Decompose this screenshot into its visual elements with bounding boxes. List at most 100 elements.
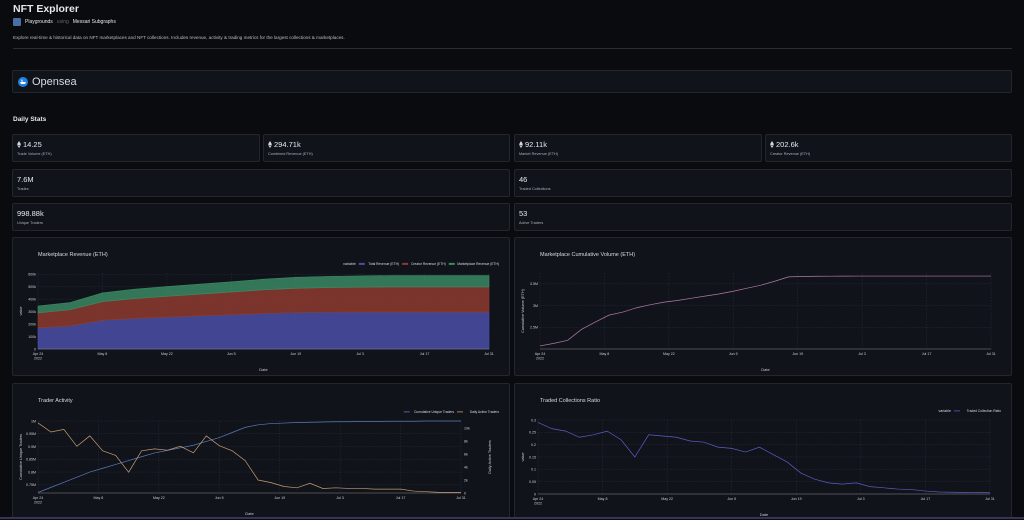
stat-value: 14.25: [23, 140, 42, 149]
legend-title: variable: [938, 409, 951, 413]
source-link[interactable]: Messari Subgraphs: [72, 19, 116, 25]
x-tick-line: May 22: [663, 352, 675, 356]
chart-svg: Traded Collections Ratio 0 0.05 0.1 0.15 0.2 0…: [521, 398, 1001, 517]
page-description: Explore real-time & historical data on N…: [13, 35, 345, 40]
x-tick-label: Jul 31: [484, 352, 494, 356]
y-axis-title: Cumulative Unique Traders: [19, 434, 23, 480]
legend-label: Traded Collection Ratio: [967, 409, 1001, 413]
area-series: [37, 275, 490, 314]
x-tick-label: Jun 5: [227, 352, 236, 356]
legend-title: variable: [343, 262, 356, 266]
x-tick-label: Jun 5: [727, 497, 736, 501]
y-right-axis-title: Daily Active Traders: [488, 440, 492, 474]
x-axis-title: Date: [259, 367, 268, 372]
y-right-tick-label: 2k: [464, 478, 468, 482]
x-tick-label: Apr 24 2022: [33, 496, 44, 505]
x-tick-line: 2022: [34, 357, 42, 361]
y-right-tick-label: 4k: [464, 465, 468, 469]
x-tick-line: Jun 19: [274, 496, 285, 500]
x-tick-label: Jul 3: [857, 497, 865, 501]
y-tick-label: 1M: [31, 419, 36, 423]
chart-svg: Trader Activity 0.75M 0.8M 0.85M 0.9M 0.95M 1M…: [19, 398, 499, 516]
x-tick-line: Apr 24: [535, 352, 546, 356]
x-tick-label: Jul 31: [456, 496, 466, 500]
eth-icon: [17, 141, 21, 148]
chart-title: Traded Collections Ratio: [540, 398, 600, 404]
stat-label: Market Revenue (ETH): [519, 152, 559, 156]
section-heading: Daily Stats: [13, 116, 47, 123]
y-tick-label: 100k: [28, 335, 36, 339]
cumulative-volume-chart: Marketplace Cumulative Volume (ETH) 2.5M 3…: [514, 237, 1012, 376]
x-tick-label: May 8: [598, 497, 608, 501]
stat-label: Trade Volume (ETH): [17, 152, 52, 156]
x-tick-label: Jul 17: [921, 497, 931, 501]
eth-icon: [519, 141, 523, 148]
x-tick-label: Jul 17: [396, 496, 406, 500]
x-tick-label: May 22: [153, 496, 165, 500]
eth-icon: [770, 141, 774, 148]
stat-label: Trades: [17, 187, 29, 191]
x-tick-line: May 22: [661, 497, 673, 501]
x-axis-title: Date: [761, 367, 770, 372]
y-tick-label: 0.9M: [28, 445, 36, 449]
y-axis-title: value: [19, 306, 23, 315]
x-tick-line: 2022: [534, 502, 542, 506]
marketplace-name: Opensea: [32, 75, 77, 88]
x-tick-label: Jul 3: [858, 352, 866, 356]
stat-value: 7.6M: [17, 175, 34, 184]
x-tick-line: Jul 31: [985, 497, 995, 501]
x-tick-label: Apr 24 2022: [535, 352, 546, 361]
x-tick-label: Jul 31: [986, 352, 996, 356]
x-tick-label: Apr 24 2022: [533, 497, 544, 506]
chart-title: Marketplace Cumulative Volume (ETH): [540, 252, 635, 258]
y-tick-label: 0.85M: [26, 458, 36, 462]
y-tick-label: 0: [34, 347, 36, 351]
x-tick-label: Jul 17: [420, 352, 430, 356]
x-tick-line: Jun 19: [791, 497, 802, 501]
y-right-tick-label: 8k: [464, 439, 468, 443]
y-tick-label: 600k: [28, 273, 36, 277]
y-tick-label: 200k: [28, 322, 36, 326]
byline: Playgrounds using Messari Subgraphs: [13, 18, 116, 26]
x-tick-line: Jun 19: [290, 352, 301, 356]
stat-value-row: 46: [519, 175, 1007, 184]
line-series: [537, 422, 991, 494]
x-tick-line: 2022: [34, 501, 42, 505]
brand-link[interactable]: Playgrounds: [25, 19, 53, 25]
y-tick-label: 3M: [533, 304, 538, 308]
y-tick-label: 0.95M: [26, 432, 36, 436]
x-tick-line: May 8: [600, 352, 610, 356]
line-series: [37, 420, 461, 493]
x-tick-label: Jul 17: [922, 352, 932, 356]
x-tick-line: Apr 24: [33, 352, 44, 356]
using-text: using: [56, 19, 69, 25]
stat-card: 294.71k Combined Revenue (ETH): [263, 134, 510, 162]
stat-value: 998.88k: [17, 209, 44, 218]
x-tick-line: Jun 5: [729, 352, 738, 356]
x-axis-title: Date: [245, 511, 254, 516]
y-tick-label: 0.05: [529, 480, 536, 484]
y-tick-label: 0.25: [529, 431, 536, 435]
line-series: [37, 422, 461, 493]
chart-title: Trader Activity: [38, 398, 73, 404]
traded-collections-ratio-chart: Traded Collections Ratio 0 0.05 0.1 0.15 0.2 0…: [514, 383, 1012, 519]
stat-value: 53: [519, 209, 528, 218]
legend-label: Marketplace Revenue (ETH): [457, 262, 499, 266]
x-tick-line: Jun 19: [792, 352, 803, 356]
stat-value-row: 294.71k: [268, 140, 505, 149]
marketplace-revenue-chart: Marketplace Revenue (ETH) 0 100k 200k 300k 40…: [12, 237, 510, 376]
x-tick-line: Jul 31: [456, 496, 466, 500]
x-tick-line: Jul 31: [484, 352, 494, 356]
x-tick-label: Jun 19: [792, 352, 803, 356]
x-tick-line: Apr 24: [533, 497, 544, 501]
x-tick-label: Jul 3: [356, 352, 364, 356]
chart-svg: Marketplace Revenue (ETH) 0 100k 200k 300k 40…: [19, 252, 499, 372]
x-tick-label: Jun 19: [791, 497, 802, 501]
x-tick-line: May 22: [161, 352, 173, 356]
stat-label: Unique Traders: [17, 221, 43, 225]
x-tick-line: May 8: [98, 352, 108, 356]
x-tick-label: May 8: [98, 352, 108, 356]
x-tick-line: Jul 3: [336, 496, 344, 500]
y-tick-label: 0.3: [531, 418, 536, 422]
stat-card: 92.11k Market Revenue (ETH): [514, 134, 762, 162]
